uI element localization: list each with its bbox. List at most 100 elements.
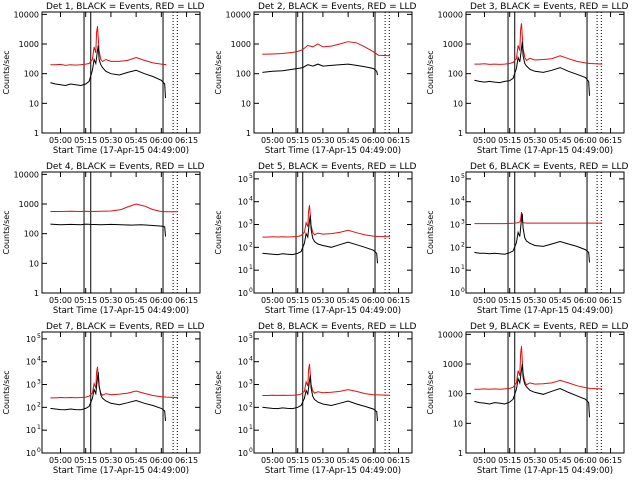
x-tick-label: 06:15 [175,136,198,145]
y-tick-label: 10 [29,99,39,108]
y-tick-label: 1 [246,129,251,138]
y-tick-label: 100 [448,70,463,79]
chart-title: Det 5, BLACK = Events, RED = LLD [258,162,417,172]
x-tick-label: 06:00 [362,136,385,145]
y-tick-label: 10 [238,358,248,367]
plot-frame [41,171,201,294]
x-tick-label: 06:15 [175,296,198,305]
series-line-lld [50,26,167,66]
y-tick-label: 10 [241,99,251,108]
y-tick-label: 10 [450,221,460,230]
y-tick-label: 10 [450,289,460,298]
chart-title: Det 1, BLACK = Events, RED = LLD [46,2,205,12]
plot-frame [465,171,625,294]
y-tick-label: 10 [26,358,36,367]
y-axis-label: Counts/sec [214,210,223,254]
y-tick-label: 10 [238,198,248,207]
x-tick-label: 06:15 [387,296,410,305]
y-tick-exponent: 3 [461,219,465,226]
y-tick-exponent: 2 [249,401,253,408]
y-tick-exponent: 0 [461,287,465,294]
x-tick-label: 05:15 [74,296,97,305]
series-line-events [474,363,590,418]
x-tick-label: 06:15 [387,136,410,145]
x-axis-label: Start Time (17-Apr-15 04:49:00) [477,466,613,476]
y-tick-exponent: 0 [249,447,253,454]
x-tick-label: 05:30 [311,136,334,145]
chart-title: Det 9, BLACK = Events, RED = LLD [470,322,629,332]
x-tick-label: 05:45 [125,136,148,145]
y-tick-exponent: 5 [37,333,41,340]
y-axis-label: Counts/sec [426,370,435,414]
x-tick-label: 06:00 [150,136,173,145]
y-tick-label: 1000 [19,200,39,209]
x-tick-label: 05:00 [49,456,72,465]
x-tick-label: 05:30 [311,296,334,305]
y-tick-label: 1 [458,129,463,138]
y-tick-label: 10 [238,243,248,252]
y-tick-label: 1000 [19,40,39,49]
y-tick-label: 10 [29,259,39,268]
y-tick-label: 10 [238,175,248,184]
y-tick-label: 1000 [231,40,251,49]
y-tick-exponent: 5 [249,333,253,340]
chart-title: Det 6, BLACK = Events, RED = LLD [470,162,629,172]
x-tick-label: 05:00 [473,456,496,465]
x-tick-label: 06:00 [362,296,385,305]
x-tick-label: 05:30 [523,136,546,145]
y-tick-label: 10 [238,403,248,412]
x-tick-label: 05:00 [473,296,496,305]
x-tick-label: 06:00 [150,456,173,465]
y-tick-exponent: 0 [249,287,253,294]
y-tick-label: 10000 [438,330,463,339]
x-tick-label: 06:00 [574,456,597,465]
y-tick-exponent: 2 [37,401,41,408]
x-tick-label: 05:30 [311,456,334,465]
y-tick-exponent: 4 [249,356,253,363]
y-tick-exponent: 1 [249,424,253,431]
y-tick-label: 10 [238,449,248,458]
x-tick-label: 06:00 [574,296,597,305]
y-tick-label: 10 [453,419,463,428]
y-tick-label: 10 [453,99,463,108]
series-line-events [262,375,378,422]
x-tick-label: 05:30 [523,296,546,305]
chart-panel-3: 1 10 100 1000 10000 05:00 05:15 05:30 05:45 06:00… [426,2,629,156]
x-tick-label: 06:15 [599,456,622,465]
x-tick-label: 05:30 [99,296,122,305]
y-tick-label: 100 [448,390,463,399]
x-tick-label: 05:15 [286,296,309,305]
plot-frame [253,171,413,294]
y-tick-label: 10000 [438,10,463,19]
x-tick-label: 06:15 [599,136,622,145]
y-tick-label: 10 [238,426,248,435]
x-tick-label: 05:45 [337,456,360,465]
y-tick-exponent: 1 [461,264,465,271]
series-line-events [262,215,378,264]
y-tick-exponent: 4 [249,196,253,203]
y-axis-label: Counts/sec [2,50,11,94]
y-tick-label: 10 [238,266,248,275]
chart-title: Det 7, BLACK = Events, RED = LLD [46,322,205,332]
y-axis-label: Counts/sec [214,370,223,414]
x-tick-label: 05:15 [498,136,521,145]
x-axis-label: Start Time (17-Apr-15 04:49:00) [53,146,189,156]
y-tick-exponent: 1 [37,424,41,431]
y-tick-label: 10000 [226,10,251,19]
x-axis-label: Start Time (17-Apr-15 04:49:00) [53,466,189,476]
y-axis-label: Counts/sec [426,210,435,254]
y-tick-exponent: 5 [461,173,465,180]
chart-panel-2: 1 10 100 1000 10000 05:00 05:15 05:30 05:45 06:00… [214,2,417,156]
y-tick-label: 10 [450,198,460,207]
x-tick-label: 05:15 [286,456,309,465]
x-axis-label: Start Time (17-Apr-15 04:49:00) [53,306,189,316]
y-tick-label: 10 [238,335,248,344]
y-tick-label: 10 [26,381,36,390]
chart-title: Det 8, BLACK = Events, RED = LLD [258,322,417,332]
y-tick-label: 1000 [443,360,463,369]
y-tick-exponent: 0 [37,447,41,454]
chart-panel-9: 1 10 100 1000 10000 05:00 05:15 05:30 05:45 06:00… [426,322,629,476]
